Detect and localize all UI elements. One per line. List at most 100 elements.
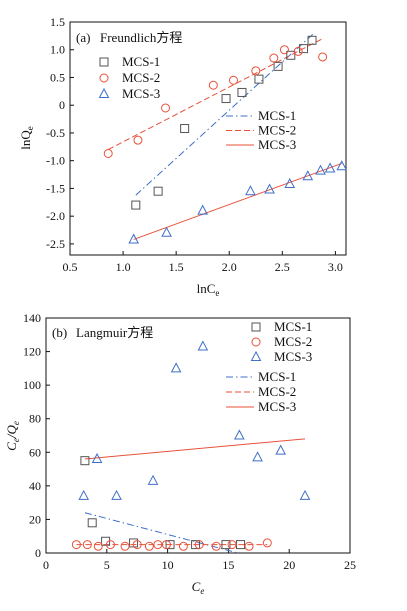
y-axis-label-sub: e [11, 438, 21, 442]
data-point-mcs-3 [147, 474, 159, 485]
data-point-mcs-3 [275, 444, 287, 455]
y-tick-label: -2.5 [46, 237, 65, 251]
y-tick-label: 20 [29, 512, 41, 526]
panel-label: (a) [76, 30, 90, 45]
data-point-mcs-2 [103, 148, 113, 158]
data-point-mcs-3 [299, 489, 311, 500]
data-point-mcs-2 [144, 541, 154, 551]
data-point-mcs-2 [211, 541, 221, 551]
data-point-mcs-2 [262, 538, 272, 548]
panel-a: 0.5 1.0 1.5 2.0 2.5 3.0 -2.5 -2.0 -1.5 -1.0 -0.5 0 0… [18, 15, 348, 298]
data-point-mcs-2 [227, 540, 237, 550]
y-axis-label-sub: e [25, 126, 35, 130]
legend-marker [99, 73, 109, 83]
data-point-mcs-3 [336, 160, 348, 171]
data-point-mcs-3 [197, 340, 209, 351]
x-axis-label-sub: e [200, 586, 204, 596]
data-point-mcs-3 [128, 233, 140, 244]
y-tick-label: 140 [23, 311, 41, 325]
data-point-mcs-2 [133, 135, 143, 145]
y-tick-label: 40 [29, 479, 41, 493]
y-tick-label: 60 [29, 445, 41, 459]
data-point-mcs-2 [251, 66, 261, 76]
data-point-mcs-2 [161, 103, 171, 113]
data-point-mcs-1 [180, 124, 190, 134]
y-tick-label: 100 [23, 378, 41, 392]
data-point-mcs-1 [131, 200, 141, 210]
data-point-mcs-1 [286, 50, 296, 60]
legend-label: MCS-2 [258, 384, 296, 399]
data-point-mcs-3 [302, 170, 314, 181]
panel-title: Freundlich方程 [100, 30, 182, 45]
y-tick-label: -2.0 [46, 209, 65, 223]
data-point-mcs-3 [197, 204, 209, 215]
legend-label: MCS-1 [122, 54, 160, 69]
data-point-mcs-1 [221, 94, 231, 104]
fit-line-mcs-3 [133, 162, 342, 240]
data-point-mcs-2 [293, 46, 303, 56]
data-point-mcs-2 [120, 541, 130, 551]
y-tick-label: -0.5 [46, 126, 65, 140]
fit-line-mcs-1 [135, 32, 315, 196]
x-tick-label: 1.5 [169, 260, 184, 274]
data-point-mcs-3 [284, 177, 296, 188]
data-point-mcs-2 [71, 540, 81, 550]
legend-label: MCS-1 [258, 369, 296, 384]
data-point-mcs-1 [80, 456, 90, 466]
y-axis-label: Ce/Qe [4, 421, 21, 451]
x-tick-label: 2.0 [222, 260, 237, 274]
fit-line-mcs-3 [84, 438, 306, 460]
x-axis-label-main: C [192, 579, 201, 594]
y-tick-label: 1.0 [50, 43, 65, 57]
x-axis-label-main: lnC [197, 281, 216, 296]
y-tick-label: 0.5 [50, 70, 65, 84]
data-point-mcs-2 [132, 540, 142, 550]
data-point-mcs-3 [324, 162, 336, 173]
y-axis-label-mid: /Q [4, 425, 19, 440]
legend-label: MCS-1 [258, 108, 296, 123]
data-point-mcs-3 [245, 185, 256, 196]
data-point-mcs-1 [191, 540, 201, 550]
y-axis-label: lnQe [18, 126, 35, 150]
data-point-mcs-3 [315, 164, 326, 175]
axes-frame [45, 317, 351, 554]
legend-label: MCS-3 [258, 137, 296, 152]
data-point-mcs-2 [194, 540, 204, 550]
data-point-mcs-2 [161, 540, 171, 550]
data-point-mcs-1 [299, 44, 309, 54]
legend-label: MCS-2 [274, 334, 312, 349]
legend-marker [251, 337, 261, 347]
data-point-mcs-2 [93, 541, 103, 551]
data-point-mcs-2 [82, 540, 92, 550]
x-axis-label: lnCe [197, 281, 220, 298]
data-point-mcs-3 [161, 226, 172, 237]
y-tick-label: 80 [29, 412, 41, 426]
data-point-mcs-1 [307, 35, 317, 45]
data-point-mcs-1 [254, 74, 264, 84]
x-tick-label: 2.5 [275, 260, 290, 274]
data-point-mcs-2 [269, 53, 279, 63]
data-point-mcs-3 [170, 362, 182, 373]
y-axis-label-main: C [4, 442, 19, 451]
legend-label: MCS-2 [122, 70, 160, 85]
y-tick-label: 1.5 [50, 15, 65, 29]
legend-label: MCS-3 [258, 399, 296, 414]
x-tick-label: 10 [162, 558, 174, 572]
y-axis-label-main: lnQ [18, 130, 33, 150]
x-tick-label: 20 [283, 558, 295, 572]
data-point-mcs-1 [273, 61, 283, 71]
data-point-mcs-2 [279, 45, 289, 55]
data-point-mcs-3 [91, 452, 103, 463]
x-tick-label: 15 [222, 558, 234, 572]
data-point-mcs-1 [153, 186, 163, 196]
data-point-mcs-1 [236, 540, 246, 550]
x-tick-label: 25 [344, 558, 356, 572]
data-point-mcs-2 [105, 540, 115, 550]
x-tick-label: 1.0 [116, 260, 131, 274]
legend-label: MCS-1 [274, 319, 312, 334]
legend-label: MCS-3 [122, 86, 160, 101]
y-tick-label: 0 [59, 98, 65, 112]
legend-label: MCS-3 [274, 349, 312, 364]
data-point-mcs-1 [87, 518, 97, 528]
